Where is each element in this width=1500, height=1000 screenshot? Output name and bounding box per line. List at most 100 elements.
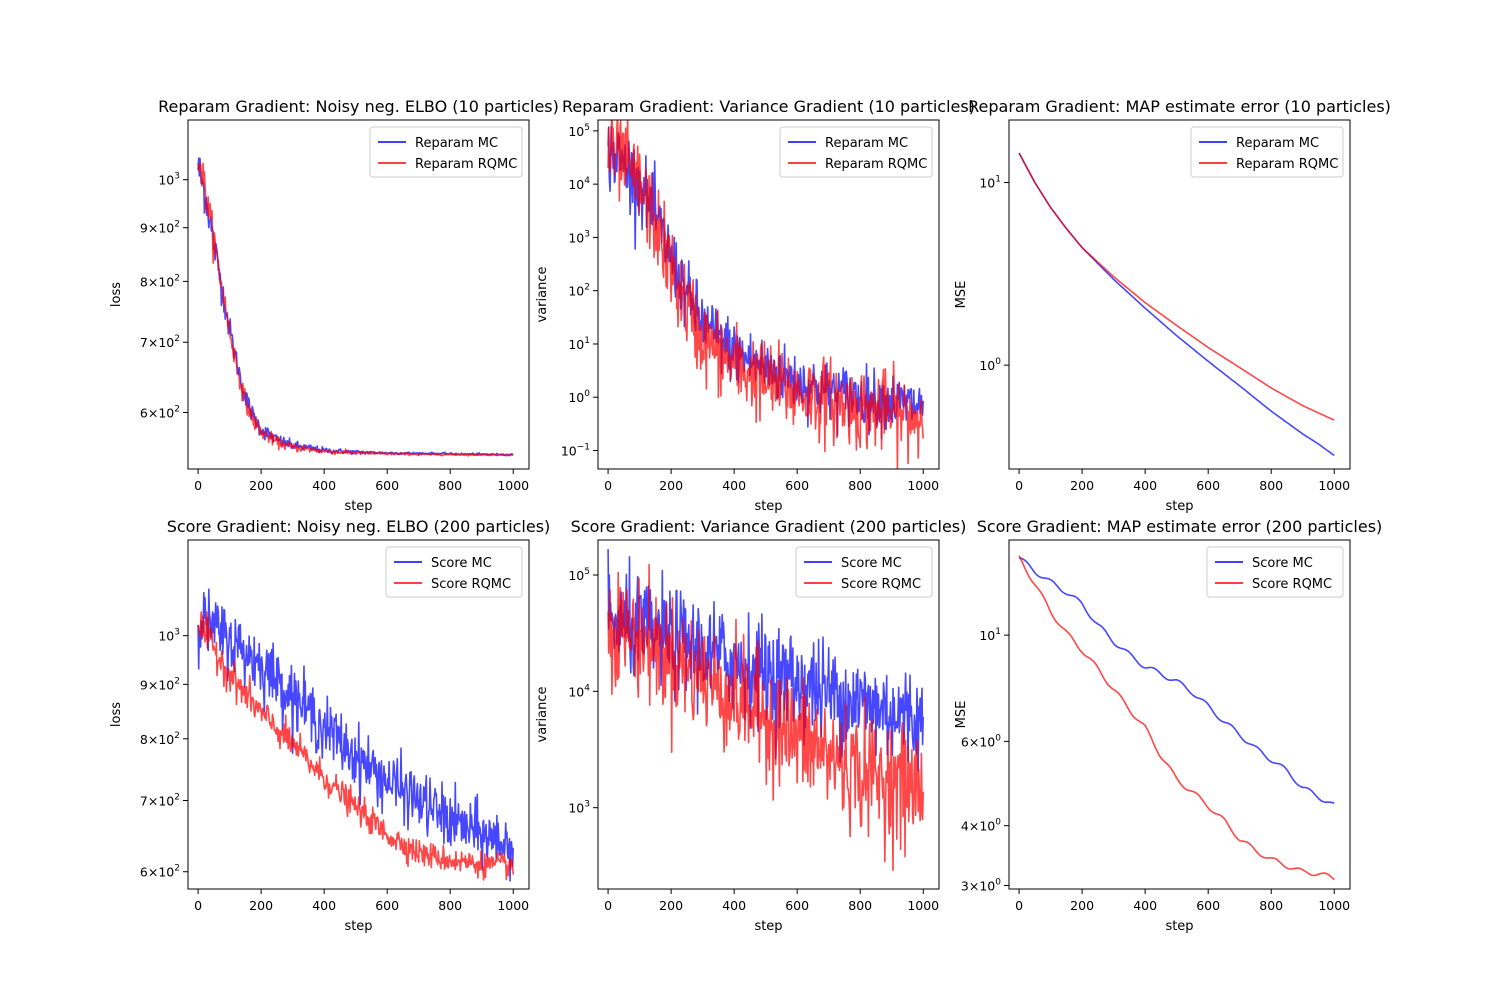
- x-tick-label: 800: [848, 898, 872, 913]
- y-tick-label: 103: [568, 229, 590, 245]
- series-line-reparam-mc: [197, 157, 514, 457]
- x-tick-label: 1000: [907, 478, 939, 493]
- y-tick-label: 103: [158, 172, 180, 188]
- y-tick-label: 101: [979, 627, 1001, 643]
- chart-5: 0 200 400 600 800 1000 103 104 105 Score Gradient…: [535, 517, 966, 934]
- series-line-score-rqmc: [607, 563, 924, 871]
- x-tick-label: 400: [312, 898, 336, 913]
- legend-label: Reparam MC: [825, 136, 908, 151]
- x-tick-label: 800: [438, 898, 462, 913]
- y-axis-label: variance: [535, 687, 550, 743]
- legend-label: Score RQMC: [841, 577, 921, 592]
- series-line-score-mc: [1018, 557, 1335, 805]
- y-tick-label: 10−1: [561, 443, 590, 459]
- legend-label: Reparam RQMC: [1236, 157, 1338, 172]
- legend-box: [779, 126, 933, 178]
- x-axis-label: step: [754, 919, 782, 934]
- y-tick-label: 7×102: [140, 334, 180, 350]
- y-tick-label: 6×102: [140, 864, 180, 880]
- y-tick-label: 101: [568, 336, 590, 352]
- axes-frame: [187, 119, 530, 470]
- y-tick-label: 100: [979, 357, 1001, 373]
- y-tick-label: 101: [979, 175, 1001, 191]
- legend-box: [385, 546, 523, 598]
- legend-label: Score MC: [1252, 556, 1313, 571]
- y-tick-label: 9×102: [140, 220, 180, 236]
- x-tick-label: 600: [375, 898, 399, 913]
- chart-3: 0 200 400 600 800 1000 100 101 Reparam Gradient:…: [954, 97, 1391, 514]
- y-tick-label: 3×100: [961, 878, 1001, 894]
- axes-frame: [187, 539, 530, 890]
- x-tick-label: 400: [722, 478, 746, 493]
- x-tick-label: 200: [659, 898, 683, 913]
- x-tick-label: 0: [194, 898, 202, 913]
- y-tick-label: 105: [568, 123, 590, 139]
- series-line-reparam-rqmc: [1018, 152, 1335, 421]
- series-line-reparam-rqmc: [607, 120, 924, 469]
- legend-label: Reparam RQMC: [825, 157, 927, 172]
- chart-title: Score Gradient: MAP estimate error (200 …: [977, 517, 1383, 536]
- x-tick-label: 400: [1133, 478, 1157, 493]
- series-group: [197, 157, 514, 457]
- y-axis-label: loss: [109, 282, 124, 307]
- legend-label: Reparam RQMC: [415, 157, 517, 172]
- y-axis-label: loss: [109, 702, 124, 727]
- y-tick-label: 104: [568, 683, 590, 699]
- y-tick-label: 6×102: [140, 404, 180, 420]
- y-tick-label: 100: [568, 389, 590, 405]
- chart-title: Score Gradient: Variance Gradient (200 p…: [571, 517, 967, 536]
- x-axis-label: step: [1165, 919, 1193, 934]
- series-line-score-rqmc: [197, 611, 514, 881]
- axes-frame: [1008, 539, 1351, 890]
- x-tick-label: 200: [249, 478, 273, 493]
- x-tick-label: 400: [1133, 898, 1157, 913]
- series-line-reparam-rqmc: [197, 162, 514, 457]
- legend: Score MC Score RQMC: [795, 546, 933, 598]
- x-tick-label: 800: [438, 478, 462, 493]
- legend: Reparam MC Reparam RQMC: [1190, 126, 1344, 178]
- series-group: [1018, 555, 1335, 881]
- x-tick-label: 0: [194, 478, 202, 493]
- x-axis-label: step: [344, 499, 372, 514]
- legend: Reparam MC Reparam RQMC: [369, 126, 523, 178]
- x-tick-label: 1000: [497, 478, 529, 493]
- x-axis-label: step: [754, 499, 782, 514]
- x-tick-label: 200: [1070, 898, 1094, 913]
- legend-label: Score MC: [841, 556, 902, 571]
- legend-box: [1206, 546, 1344, 598]
- x-tick-label: 400: [312, 478, 336, 493]
- axes-frame: [597, 539, 940, 890]
- legend: Score MC Score RQMC: [385, 546, 523, 598]
- x-tick-label: 1000: [1318, 898, 1350, 913]
- axes-frame: [1008, 119, 1351, 470]
- legend-box: [369, 126, 523, 178]
- series-line-reparam-mc: [1018, 152, 1335, 457]
- x-axis-label: step: [1165, 499, 1193, 514]
- chart-title: Reparam Gradient: MAP estimate error (10…: [968, 97, 1391, 116]
- y-tick-label: 4×100: [961, 818, 1001, 834]
- y-tick-label: 104: [568, 176, 590, 192]
- x-tick-label: 600: [785, 478, 809, 493]
- x-tick-label: 400: [722, 898, 746, 913]
- y-tick-label: 9×102: [140, 676, 180, 692]
- x-axis-label: step: [344, 919, 372, 934]
- series-group: [197, 588, 514, 882]
- x-tick-label: 600: [375, 478, 399, 493]
- series-line-score-mc: [197, 588, 514, 882]
- y-axis-label: variance: [535, 267, 550, 323]
- x-tick-label: 800: [848, 478, 872, 493]
- series-line-score-rqmc: [1018, 555, 1335, 881]
- x-tick-label: 0: [604, 478, 612, 493]
- legend-label: Score RQMC: [431, 577, 511, 592]
- chart-4: 0 200 400 600 800 1000 6×102 7×102 8×102 9×102 103…: [109, 517, 550, 934]
- y-tick-label: 105: [568, 567, 590, 583]
- legend-label: Score MC: [431, 556, 492, 571]
- x-tick-label: 0: [604, 898, 612, 913]
- chart-6: 0 200 400 600 800 1000 3×100 4×100 6×100 101 Score…: [954, 517, 1382, 934]
- x-tick-label: 200: [659, 478, 683, 493]
- y-axis-label: MSE: [954, 701, 969, 729]
- series-group: [1018, 152, 1335, 457]
- y-tick-label: 103: [568, 800, 590, 816]
- chart-1: 0 200 400 600 800 1000 6×102 7×102 8×102 9×102 103…: [109, 97, 559, 514]
